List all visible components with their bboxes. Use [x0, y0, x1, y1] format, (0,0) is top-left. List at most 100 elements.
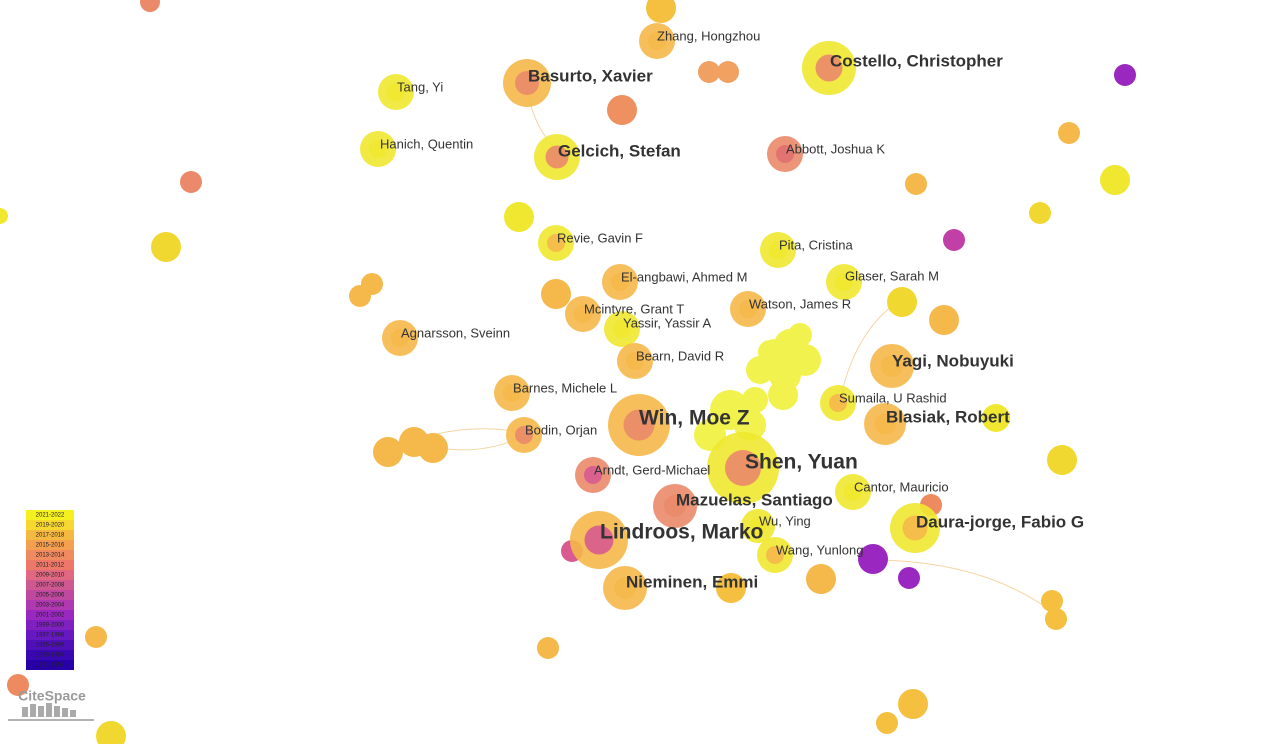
node-core: [391, 329, 409, 347]
legend-swatch: [26, 550, 74, 560]
legend-swatch: [26, 580, 74, 590]
node-label: Basurto, Xavier: [528, 66, 653, 85]
legend-label: 1993-1994: [36, 653, 65, 659]
node-label: Cantor, Mauricio: [854, 479, 949, 494]
node-core: [829, 394, 847, 412]
legend-label: 2009-2010: [36, 573, 65, 579]
node-label: Mcintyre, Grant T: [584, 301, 684, 316]
node-core: [648, 32, 666, 50]
legend-swatch: [26, 600, 74, 610]
legend-label: 2021-2022: [36, 513, 65, 519]
node-core: [844, 483, 862, 501]
node-label: Daura-jorge, Fabio G: [916, 512, 1084, 531]
node-core: [815, 54, 843, 82]
node-core: [902, 515, 928, 541]
legend-label: 2007-2008: [36, 583, 65, 589]
node-label: Win, Moe Z: [639, 407, 750, 430]
node-label: Hanich, Quentin: [380, 136, 473, 151]
legend-swatch: [26, 610, 74, 620]
node-core: [613, 320, 631, 338]
node-label: Glaser, Sarah M: [845, 268, 939, 283]
node-label: Wang, Yunlong: [776, 542, 863, 557]
node-core: [614, 577, 636, 599]
legend-swatch: [26, 510, 74, 520]
legend-swatch: [26, 590, 74, 600]
legend-swatch: [26, 630, 74, 640]
node-core: [664, 495, 686, 517]
labeled-nodes: [360, 23, 940, 610]
legend-label: 1997-1998: [36, 633, 65, 639]
node-core: [835, 273, 853, 291]
legend-swatch: [26, 650, 74, 660]
node-label: Costello, Christopher: [830, 51, 1003, 70]
node-label: Abbott, Joshua K: [786, 141, 885, 156]
legend-label: 2011-2012: [36, 563, 65, 569]
node-label: Shen, Yuan: [745, 451, 858, 474]
node-core: [387, 83, 405, 101]
node-core: [584, 466, 602, 484]
legend-label: 2003-2004: [36, 603, 65, 609]
node-label: Watson, James R: [749, 296, 851, 311]
node-core: [369, 140, 387, 158]
node-core: [515, 426, 533, 444]
legend-label: 1991-1992: [36, 663, 65, 669]
node-label: Blasiak, Robert: [886, 407, 1010, 426]
node-label: Gelcich, Stefan: [558, 141, 681, 160]
node-core: [503, 384, 521, 402]
node-label: Agnarsson, Sveinn: [401, 325, 510, 340]
node-core: [623, 409, 655, 441]
node-label: Pita, Cristina: [779, 237, 853, 252]
node-label: Bodin, Orjan: [525, 422, 597, 437]
legend-swatch: [26, 570, 74, 580]
node-core: [881, 355, 903, 377]
node-label: Sumaila, U Rashid: [839, 390, 947, 405]
node-label: Yassir, Yassir A: [623, 315, 711, 330]
legend-swatch: [26, 530, 74, 540]
node-label: Zhang, Hongzhou: [657, 28, 760, 43]
legend-swatch: [26, 520, 74, 530]
node-label: Tang, Yi: [397, 79, 443, 94]
node-core: [766, 546, 784, 564]
node-core: [725, 450, 761, 486]
legend-label: 2015-2016: [36, 543, 65, 549]
node-core: [547, 234, 565, 252]
legend-label: 1995-1996: [36, 643, 65, 649]
node-core: [749, 517, 767, 535]
node-label: Yagi, Nobuyuki: [892, 351, 1014, 370]
legend-label: 2001-2002: [36, 613, 65, 619]
node-core: [574, 305, 592, 323]
node-label: Bearn, David R: [636, 348, 724, 363]
node-core: [776, 145, 794, 163]
legend: 2021-2022 2019-2020 2017-2018 2015-2016 2013…: [26, 510, 74, 670]
node-label: Wu, Ying: [759, 513, 811, 528]
node-label: Lindroos, Marko: [600, 521, 763, 544]
legend-swatch: [26, 540, 74, 550]
legend-swatch: [26, 620, 74, 630]
node-labels: Zhang, Hongzhou Basurto, Xavier Costello, …: [380, 28, 1084, 591]
node-label: El-angbawi, Ahmed M: [621, 269, 747, 284]
logo-text: CiteSpace: [18, 688, 86, 704]
legend-label: 2017-2018: [36, 533, 65, 539]
legend-label: 1999-2000: [36, 623, 65, 629]
node-core: [515, 71, 539, 95]
node-core: [611, 273, 629, 291]
node-core: [545, 145, 569, 169]
node-label: Mazuelas, Santiago: [676, 490, 833, 509]
node-label: Arndt, Gerd-Michael: [594, 462, 710, 477]
node-label: Revie, Gavin F: [557, 230, 643, 245]
legend-label: 2005-2006: [36, 593, 65, 599]
legend-label: 2013-2014: [36, 553, 65, 559]
node-core: [874, 413, 896, 435]
node-core: [739, 300, 757, 318]
node-core: [626, 352, 644, 370]
logo: CiteSpace: [8, 688, 94, 721]
node-core: [769, 241, 787, 259]
node-label: Nieminen, Emmi: [626, 572, 758, 591]
background-nodes: [0, 0, 1136, 744]
node-core: [584, 525, 614, 555]
legend-label: 2019-2020: [36, 523, 65, 529]
legend-swatch: [26, 640, 74, 650]
legend-swatch: [26, 560, 74, 570]
node-label: Barnes, Michele L: [513, 380, 617, 395]
